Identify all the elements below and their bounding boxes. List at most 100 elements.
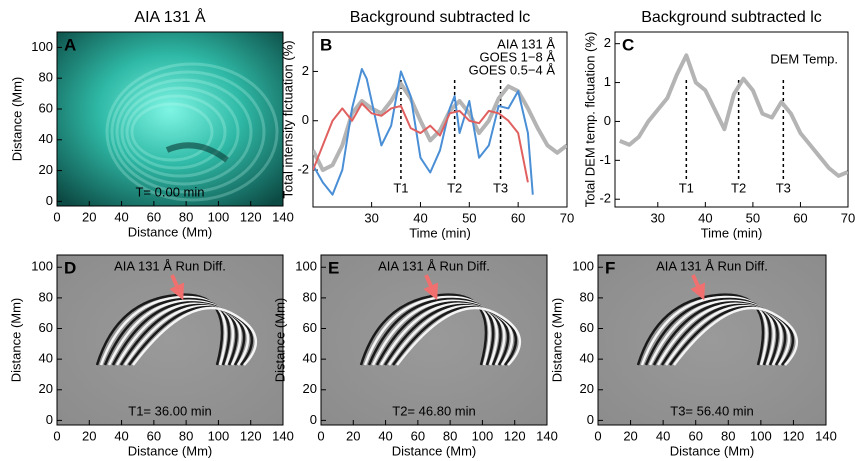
x-axis-label: Distance (Mm) xyxy=(128,224,213,239)
x-tick-label: 0 xyxy=(53,428,60,443)
time-marker-label: T3 xyxy=(776,180,791,195)
chart-title: AIA 131 Å xyxy=(134,7,205,26)
y-axis-label: Distance (Mm) xyxy=(549,298,564,383)
loop xyxy=(105,62,279,202)
time-marker-label: T3 xyxy=(493,180,508,195)
y-axis-label: Distance (Mm) xyxy=(9,77,24,162)
y-tick-label: 1 xyxy=(604,74,611,89)
y-tick-label: 40 xyxy=(39,131,53,146)
loop xyxy=(115,78,253,186)
loop xyxy=(120,86,240,178)
x-tick-label: 60 xyxy=(793,210,807,225)
time-marker-label: T1 xyxy=(393,180,408,195)
x-tick-label: 0 xyxy=(317,428,324,443)
x-tick-label: 20 xyxy=(623,428,637,443)
image-panel xyxy=(598,255,826,425)
x-tick-label: 80 xyxy=(721,428,735,443)
x-tick-label: 20 xyxy=(82,209,96,224)
time-marker-label: T1 xyxy=(679,180,694,195)
loop xyxy=(371,299,499,366)
loop xyxy=(132,306,258,366)
x-tick-label: 140 xyxy=(272,209,294,224)
y-tick-label: -1 xyxy=(599,152,611,167)
x-tick-label: 20 xyxy=(82,428,96,443)
y-tick-label: 60 xyxy=(39,320,53,335)
x-tick-label: 140 xyxy=(815,428,837,443)
y-tick-label: -2 xyxy=(297,161,309,176)
series-line xyxy=(618,53,848,178)
y-tick-label: 40 xyxy=(580,351,594,366)
x-tick-label: 20 xyxy=(346,428,360,443)
x-axis-label: Distance (Mm) xyxy=(128,443,213,458)
plot-frame xyxy=(56,254,284,426)
x-axis-label: Time (min) xyxy=(701,225,763,240)
arrow xyxy=(690,274,706,301)
x-tick-label: 40 xyxy=(698,210,712,225)
loop xyxy=(103,297,231,366)
x-tick-label: 0 xyxy=(53,209,60,224)
y-tick-label: 20 xyxy=(303,381,317,396)
x-tick-label: 70 xyxy=(560,210,574,225)
x-axis-label: Distance (Mm) xyxy=(392,443,477,458)
plot-frame xyxy=(56,31,284,207)
x-tick-label: 60 xyxy=(147,209,161,224)
x-tick-label: 70 xyxy=(841,210,855,225)
x-tick-label: 50 xyxy=(462,210,476,225)
x-tick-label: 120 xyxy=(783,428,805,443)
x-tick-label: 40 xyxy=(378,428,392,443)
image-panel xyxy=(321,255,547,425)
loop xyxy=(640,295,768,366)
legend-entry: DEM Temp. xyxy=(770,51,838,66)
arrow xyxy=(423,274,439,301)
x-tick-label: 40 xyxy=(656,428,670,443)
y-tick-label: -2 xyxy=(599,191,611,206)
arrow xyxy=(169,274,185,301)
chart-title: Background subtracted lc xyxy=(641,9,822,26)
y-tick-label: 100 xyxy=(295,259,317,274)
image-panel xyxy=(57,32,283,206)
x-axis-label: Distance (Mm) xyxy=(670,443,755,458)
x-tick-label: 100 xyxy=(208,428,230,443)
y-tick-label: 80 xyxy=(39,289,53,304)
y-tick-label: 0 xyxy=(302,112,309,127)
loop xyxy=(110,70,266,194)
x-tick-label: 120 xyxy=(504,428,526,443)
y-tick-label: 40 xyxy=(39,351,53,366)
series-line xyxy=(313,102,529,183)
y-tick-label: 100 xyxy=(572,259,594,274)
panel-subtitle: AIA 131 Å Run Diff. xyxy=(656,258,768,273)
x-tick-label: 120 xyxy=(240,209,262,224)
y-tick-label: 80 xyxy=(303,289,317,304)
time-marker-label: T2 xyxy=(731,180,746,195)
panel-label: E xyxy=(328,258,339,277)
y-tick-label: 80 xyxy=(580,289,594,304)
loop xyxy=(367,297,495,366)
y-axis-label: Total intensity flctuation (%) xyxy=(280,40,295,198)
y-tick-label: 100 xyxy=(31,39,53,54)
loop xyxy=(396,306,522,366)
legend-entry: GOES 0.5−4 Å xyxy=(469,62,556,77)
loop xyxy=(644,297,772,366)
loop xyxy=(636,293,765,366)
y-tick-label: 100 xyxy=(31,259,53,274)
loop xyxy=(130,102,214,162)
panel-label: C xyxy=(622,35,634,54)
x-tick-label: 30 xyxy=(651,210,665,225)
loop xyxy=(125,94,227,170)
y-tick-label: 2 xyxy=(604,35,611,50)
panel-label: B xyxy=(320,35,332,54)
x-tick-label: 80 xyxy=(179,209,193,224)
x-tick-label: 0 xyxy=(594,428,601,443)
annotation: T3= 56.40 min xyxy=(670,403,753,418)
x-axis-label: Time (min) xyxy=(409,225,471,240)
plot-frame xyxy=(614,31,849,208)
time-marker-label: T2 xyxy=(447,180,462,195)
series-line xyxy=(313,81,567,173)
x-tick-label: 80 xyxy=(443,428,457,443)
image xyxy=(57,32,283,206)
legend-entry: GOES 1−8 Å xyxy=(479,49,555,64)
y-tick-label: 60 xyxy=(39,100,53,115)
x-tick-label: 100 xyxy=(750,428,772,443)
x-tick-label: 40 xyxy=(114,428,128,443)
x-tick-label: 120 xyxy=(240,428,262,443)
